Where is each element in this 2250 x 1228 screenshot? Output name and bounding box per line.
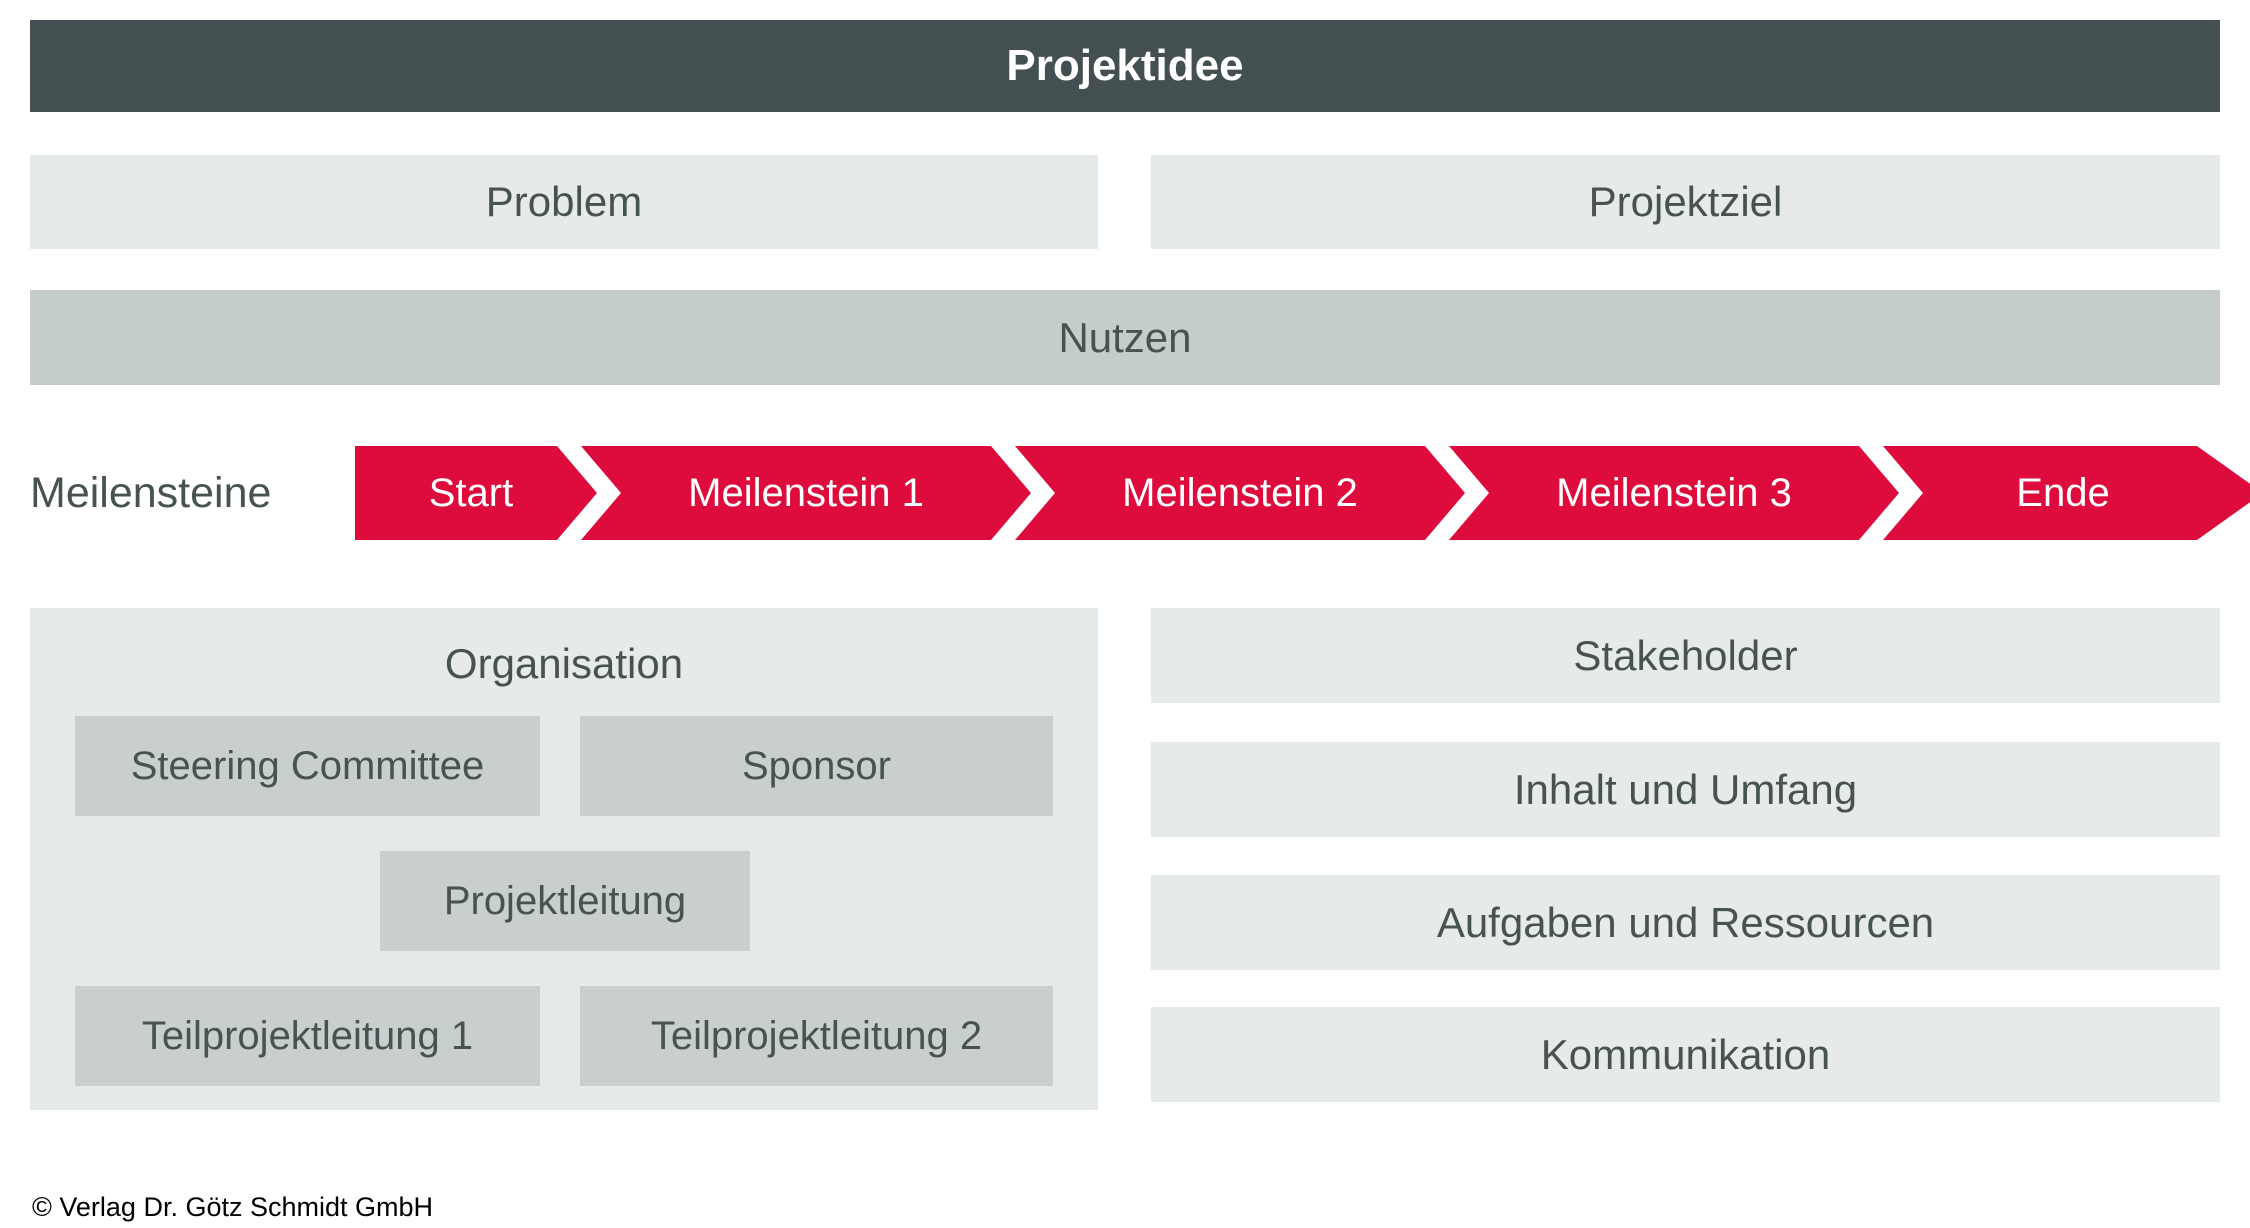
milestone-2: Meilenstein 2 [1015,446,1465,540]
projektziel-box: Projektziel [1151,155,2220,249]
sponsor-box: Sponsor [580,716,1053,816]
inhalt-und-umfang-box: Inhalt und Umfang [1151,742,2220,837]
milestones-label: Meilensteine [30,468,272,517]
milestone-1: Meilenstein 1 [581,446,1031,540]
copyright-note: © Verlag Dr. Götz Schmidt GmbH [32,1192,434,1222]
problem-box: Problem [30,155,1098,249]
milestones-timeline: Start Meilenstein 1 Meilenstein 2 Meilen… [355,446,2250,540]
nutzen-bar: Nutzen [30,290,2220,385]
teilprojektleitung-2-box: Teilprojektleitung 2 [580,986,1053,1086]
page-title: Projektidee [30,20,2220,112]
stakeholder-box: Stakeholder [1151,608,2220,703]
teilprojektleitung-1-box: Teilprojektleitung 1 [75,986,540,1086]
kommunikation-box: Kommunikation [1151,1007,2220,1102]
projektleitung-box: Projektleitung [380,851,750,951]
aufgaben-und-ressourcen-box: Aufgaben und Ressourcen [1151,875,2220,970]
milestone-start: Start [355,446,597,540]
organisation-section: Organisation Steering Committee Sponsor … [30,608,1098,1110]
milestone-3: Meilenstein 3 [1449,446,1899,540]
steering-committee-box: Steering Committee [75,716,540,816]
milestone-ende: Ende [1883,446,2250,540]
organisation-title: Organisation [444,640,684,687]
